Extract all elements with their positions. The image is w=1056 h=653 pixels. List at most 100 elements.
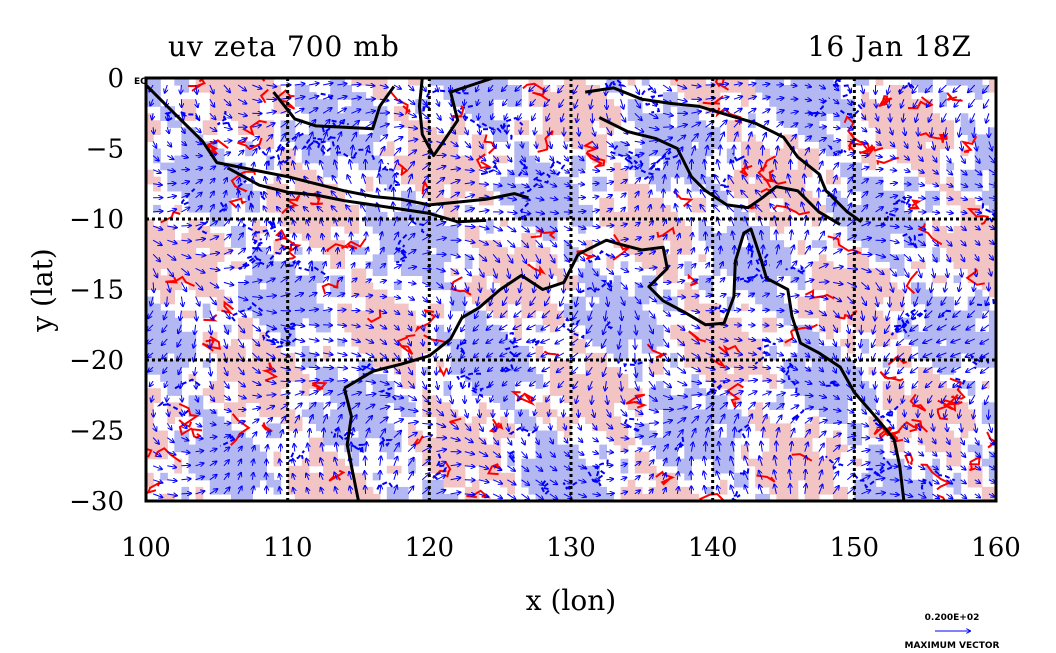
vorticity-cell [818, 409, 827, 418]
vorticity-cell [167, 296, 175, 305]
vorticity-cell [627, 204, 636, 213]
vorticity-cell [266, 324, 275, 333]
vorticity-cell [401, 324, 409, 333]
vorticity-cell [330, 275, 338, 284]
vorticity-cell [160, 113, 168, 121]
vorticity-cell [833, 141, 841, 150]
vorticity-cell [755, 275, 763, 284]
vorticity-cell [238, 437, 246, 446]
vorticity-cell [925, 388, 933, 396]
vorticity-cell [259, 296, 267, 305]
vorticity-cell [174, 282, 182, 291]
vorticity-cell [946, 409, 955, 418]
vorticity-cell [351, 409, 360, 418]
vorticity-cell [946, 247, 955, 255]
vorticity-cell [379, 233, 388, 241]
vorticity-cell [932, 381, 940, 389]
vorticity-cell [358, 106, 367, 114]
vorticity-cell [889, 381, 898, 389]
vorticity-cell [344, 317, 352, 326]
vorticity-cell [146, 409, 154, 418]
vorticity-cell [641, 423, 650, 432]
vorticity-cell [160, 437, 168, 446]
vorticity-cell [854, 367, 862, 375]
vorticity-cell [316, 275, 324, 284]
vorticity-cell [656, 141, 664, 150]
vorticity-cell [663, 183, 671, 192]
vorticity-cell [960, 204, 969, 213]
vorticity-cell [868, 197, 877, 206]
vorticity-cell [889, 92, 898, 100]
vorticity-cell [762, 423, 770, 432]
vorticity-cell [337, 148, 345, 157]
vorticity-cell [769, 444, 777, 453]
vorticity-cell [776, 303, 785, 312]
vorticity-cell [733, 204, 742, 213]
vorticity-cell [939, 183, 947, 192]
vorticity-cell [698, 127, 707, 135]
vorticity-cell [358, 162, 367, 171]
vorticity-cell [677, 458, 685, 467]
vorticity-cell [415, 155, 423, 164]
vorticity-cell [684, 395, 692, 403]
vorticity-cell [571, 472, 579, 481]
vorticity-cell [393, 444, 402, 453]
vorticity-cell [415, 240, 423, 248]
negative-contour [893, 321, 910, 337]
vorticity-cell [811, 127, 820, 135]
vorticity-cell [316, 99, 324, 107]
vorticity-cell [981, 190, 990, 199]
vorticity-cell [181, 85, 190, 93]
vorticity-cell [507, 261, 515, 269]
vorticity-cell [344, 127, 352, 135]
vorticity-cell [443, 155, 452, 164]
vorticity-cell [932, 444, 940, 453]
vorticity-cell [422, 148, 430, 157]
vorticity-cell [549, 197, 558, 206]
vorticity-cell [896, 141, 905, 150]
vorticity-cell [202, 226, 211, 234]
vorticity-cell [833, 106, 841, 114]
vorticity-cell [932, 430, 940, 439]
vorticity-cell [889, 458, 898, 467]
vorticity-cell [287, 360, 296, 368]
vorticity-cell [330, 289, 338, 298]
vorticity-cell [542, 233, 551, 241]
vorticity-cell [585, 402, 593, 410]
vorticity-cell [769, 254, 777, 262]
vorticity-cell [939, 275, 947, 284]
vorticity-cell [478, 388, 487, 396]
vorticity-cell [563, 92, 572, 100]
vorticity-cell [280, 183, 289, 192]
negative-contour [902, 232, 926, 250]
vorticity-cell [599, 317, 607, 326]
vorticity-cell [146, 275, 154, 284]
vorticity-cell [202, 409, 211, 418]
positive-contour [190, 428, 203, 439]
vorticity-cell [443, 430, 452, 439]
vorticity-cell [415, 169, 423, 178]
vorticity-cell [755, 338, 763, 347]
vorticity-cell [641, 458, 650, 467]
vorticity-cell [146, 92, 154, 100]
vorticity-cell [372, 317, 381, 326]
vorticity-cell [478, 247, 487, 255]
vorticity-cell [223, 92, 232, 100]
vorticity-cell [422, 479, 430, 488]
vorticity-cell [896, 92, 905, 100]
vorticity-cell [563, 183, 572, 192]
vorticity-cell [429, 162, 437, 171]
vorticity-cell [188, 226, 197, 234]
vorticity-cell [648, 289, 657, 298]
vorticity-cell [868, 176, 877, 185]
vorticity-cell [663, 176, 671, 185]
vorticity-cell [599, 402, 607, 410]
vorticity-cell [323, 169, 331, 178]
vorticity-cell [769, 268, 777, 276]
vorticity-cell [974, 444, 983, 453]
vorticity-cell [365, 141, 374, 150]
vorticity-cell [818, 204, 827, 213]
vorticity-cell [188, 197, 197, 206]
wind-vector [167, 183, 175, 184]
vorticity-cell [535, 409, 544, 418]
